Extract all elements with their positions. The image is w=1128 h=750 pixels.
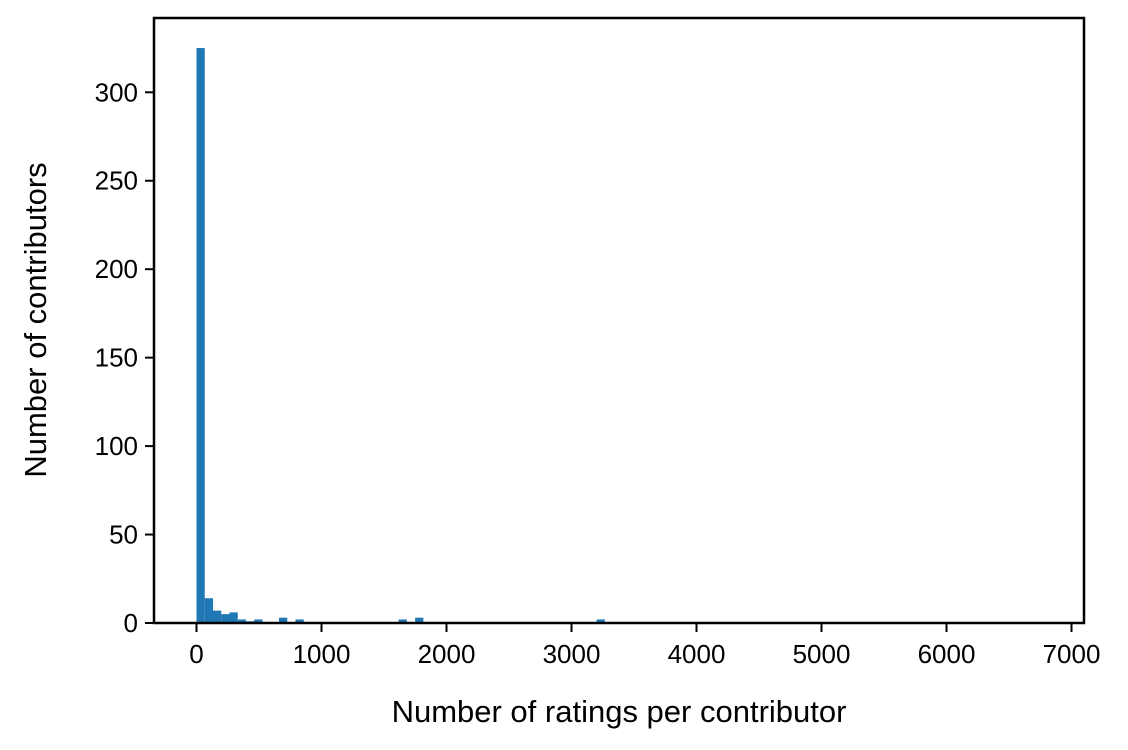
histogram-bar <box>415 617 424 623</box>
y-axis-ticks: 0 50 100 150 200 250 300 <box>95 77 154 638</box>
y-tick-label: 0 <box>124 608 138 638</box>
histogram-bar <box>279 617 288 623</box>
y-axis-title: Number of contributors <box>18 162 53 477</box>
y-tick-label: 300 <box>95 77 138 107</box>
histogram-bar <box>398 619 407 623</box>
y-tick-label: 250 <box>95 166 138 196</box>
histogram-bar <box>295 619 304 623</box>
x-tick-label: 6000 <box>918 639 976 669</box>
x-tick-label: 0 <box>189 639 203 669</box>
x-tick-label: 2000 <box>418 639 476 669</box>
histogram-bar <box>254 619 263 623</box>
x-tick-label: 1000 <box>293 639 351 669</box>
x-tick-label: 3000 <box>543 639 601 669</box>
histogram-bar <box>229 612 238 623</box>
histogram-bar <box>596 619 605 623</box>
x-tick-label: 5000 <box>793 639 851 669</box>
y-tick-label: 200 <box>95 254 138 284</box>
bars-group <box>196 48 605 623</box>
x-axis-ticks: 0 1000 2000 3000 4000 5000 6000 7000 <box>189 623 1100 669</box>
histogram-bar <box>204 598 213 623</box>
histogram-bar <box>221 614 230 623</box>
x-tick-label: 4000 <box>668 639 726 669</box>
y-tick-label: 150 <box>95 343 138 373</box>
y-tick-label: 50 <box>109 520 138 550</box>
histogram-bar <box>237 619 246 623</box>
histogram-bar <box>196 48 205 623</box>
histogram-bar <box>213 610 222 623</box>
x-tick-label: 7000 <box>1043 639 1101 669</box>
x-axis-title: Number of ratings per contributor <box>392 694 847 729</box>
y-tick-label: 100 <box>95 431 138 461</box>
plot-frame <box>152 16 1086 625</box>
